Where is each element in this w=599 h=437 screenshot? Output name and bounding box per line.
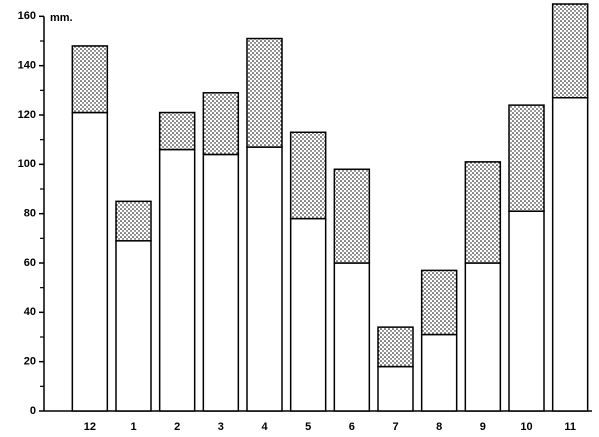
bar-segment [158, 111, 196, 151]
x-tick-label: 11 [564, 421, 576, 433]
x-tick-label: 9 [480, 421, 486, 433]
bar-segment [289, 131, 327, 220]
bar-segment [71, 45, 109, 114]
y-tick-label: 140 [18, 60, 36, 72]
bar-segment [246, 146, 283, 412]
y-tick-label: 160 [18, 10, 36, 22]
bar-segment [202, 92, 240, 156]
x-tick-label: 12 [84, 421, 96, 433]
bar-segment [551, 3, 589, 99]
bar-segment [71, 111, 109, 412]
bar-segment [289, 217, 327, 412]
bar-segment [333, 262, 371, 412]
bar-segment [115, 240, 152, 412]
bar-segment [377, 365, 414, 412]
bar-segment [508, 210, 545, 412]
bar-segment [464, 262, 502, 412]
y-tick-label: 60 [24, 257, 36, 269]
x-tick-label: 10 [520, 421, 532, 433]
bar-segment [246, 37, 283, 148]
y-tick-label: 120 [18, 109, 36, 121]
x-tick-label: 1 [130, 421, 136, 433]
y-tick-label: 80 [24, 208, 36, 220]
x-tick-label: 4 [261, 421, 268, 433]
x-tick-label: 3 [218, 421, 224, 433]
x-tick-label: 5 [305, 421, 311, 433]
x-tick-label: 7 [392, 421, 398, 433]
x-tick-label: 8 [436, 421, 442, 433]
bar-segment [115, 200, 152, 242]
y-tick-label: 40 [24, 306, 36, 318]
bar-segment [158, 148, 196, 412]
x-tick-label: 6 [349, 421, 355, 433]
y-axis-label: mm. [50, 12, 73, 24]
x-tick-label: 2 [174, 421, 180, 433]
bar-segment [464, 161, 502, 264]
y-tick-label: 100 [18, 158, 36, 170]
bar-segment [420, 333, 458, 412]
bar-segment [202, 153, 240, 412]
bar-segment [333, 168, 371, 264]
y-tick-label: 20 [24, 356, 36, 368]
bar-segment [508, 104, 545, 212]
bar-segment [420, 269, 458, 336]
bar-segment [377, 326, 414, 368]
y-tick-label: 0 [30, 405, 36, 417]
bar-segment [551, 96, 589, 412]
